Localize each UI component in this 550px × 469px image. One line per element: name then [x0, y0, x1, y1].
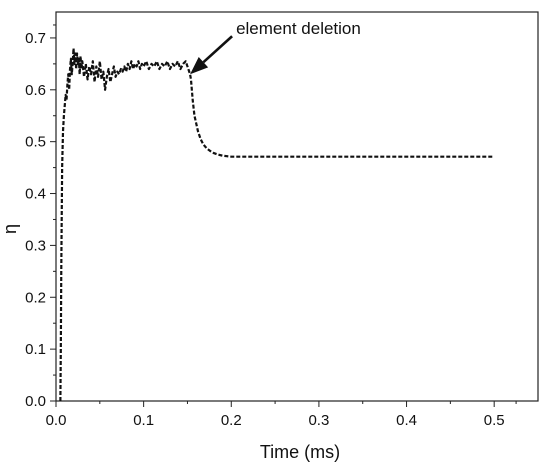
annotation-text: element deletion: [236, 19, 361, 38]
y-tick-label: 0.7: [25, 30, 46, 47]
x-tick-label: 0.5: [484, 412, 505, 429]
y-tick-label: 0.4: [25, 186, 46, 203]
annotation-arrow-shaft: [202, 35, 233, 64]
y-tick-label: 0.1: [25, 341, 46, 358]
plot-frame: [55, 11, 539, 402]
x-tick-label: 0.1: [133, 412, 154, 429]
y-tick-label: 0.0: [25, 393, 46, 410]
series-line: [59, 47, 495, 402]
y-axis-title: η: [0, 224, 20, 234]
y-tick-label: 0.2: [25, 289, 46, 306]
x-tick-label: 0.3: [308, 412, 329, 429]
y-tick-label: 0.3: [25, 237, 46, 254]
y-tick-label: 0.5: [25, 134, 46, 151]
y-tick-label: 0.6: [25, 82, 46, 99]
plot-layer: 0.0 0.1 0.2 0.3 0.4 0.5 0.0 0.1 0.2 0.3 0.4 0.5 0.6 0…: [25, 11, 539, 429]
x-axis-title: Time (ms): [260, 442, 340, 462]
annotation-arrow-head: [190, 56, 209, 75]
x-tick-label: 0.2: [221, 412, 242, 429]
x-tick-label: 0.0: [46, 412, 67, 429]
x-tick-label: 0.4: [396, 412, 417, 429]
